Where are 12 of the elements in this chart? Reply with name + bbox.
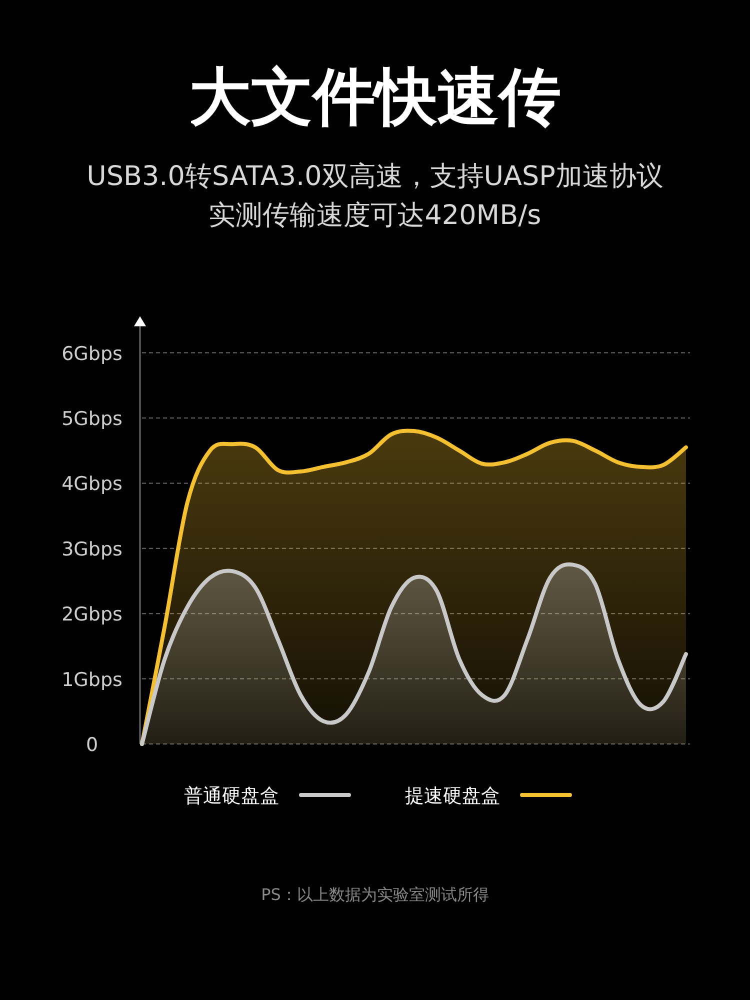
text: PS：以上数据为实验室测试所得: [261, 885, 489, 904]
y-tick-label: 0: [86, 734, 98, 756]
legend-label: 普通硬盘盒: [184, 785, 279, 807]
chart-title: 大文件快速传: [189, 60, 561, 133]
y-tick-label: 2Gbps: [62, 604, 122, 626]
y-tick-label: 4Gbps: [62, 473, 122, 496]
y-tick-label: 3Gbps: [62, 538, 122, 560]
y-tick-label: 5Gbps: [62, 408, 122, 430]
y-tick-label: 6Gbps: [62, 342, 122, 365]
chart-subtitle: USB3.0转SATA3.0双高速，支持UASP加速协议实测传输速度可达420MB/s: [86, 161, 664, 231]
y-tick-label: 1Gbps: [62, 668, 122, 691]
legend-label: 提速硬盘盒: [405, 785, 500, 807]
